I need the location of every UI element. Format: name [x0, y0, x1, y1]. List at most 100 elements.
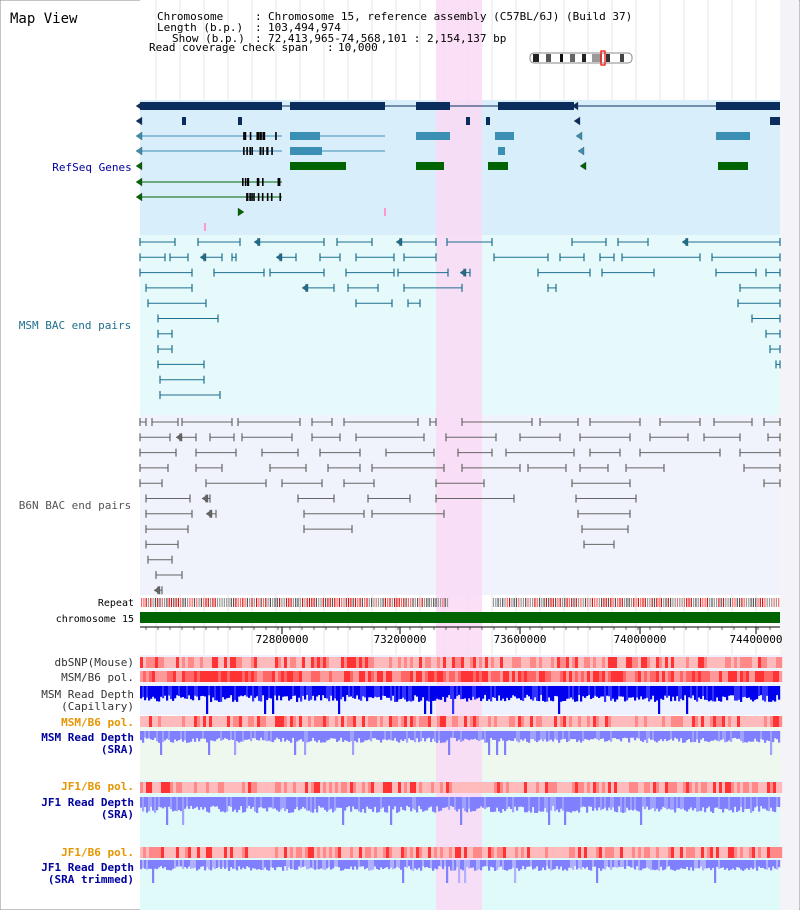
polymorphism-bin	[749, 782, 753, 793]
read-depth-bin	[740, 686, 743, 702]
read-depth-bin	[652, 797, 655, 809]
polymorphism-bin	[566, 782, 570, 793]
read-depth-bin	[612, 686, 615, 699]
read-depth-bin	[706, 860, 709, 869]
polymorphism-bin	[281, 671, 285, 682]
polymorphism-bin	[608, 671, 612, 682]
read-depth-bin	[586, 797, 589, 813]
read-depth-bin	[146, 797, 149, 813]
polymorphism-bin	[560, 657, 564, 668]
polymorphism-bin	[407, 782, 411, 793]
lower-tracks[interactable]: dbSNP(Mouse)MSM/B6 pol.MSM Read Depth(Ca…	[41, 656, 783, 886]
polymorphism-bin	[425, 657, 429, 668]
read-depth-bin	[434, 731, 437, 742]
polymorphism-bin	[536, 657, 540, 668]
polymorphism-bin	[620, 847, 624, 858]
read-depth-bin	[698, 731, 701, 743]
polymorphism-bin	[248, 657, 252, 668]
read-depth-bin	[292, 731, 295, 738]
refseq-exon	[246, 193, 248, 201]
polymorphism-bin	[680, 716, 684, 727]
msm-bac-features[interactable]	[139, 237, 781, 399]
polymorphism-bin	[626, 671, 630, 682]
read-depth-bin	[498, 860, 501, 868]
polymorphism-bin	[776, 716, 780, 727]
polymorphism-bin	[242, 657, 246, 668]
repeat-track[interactable]	[141, 598, 780, 607]
repeat-element	[235, 598, 237, 607]
read-depth-bin	[436, 731, 439, 743]
polymorphism-bin	[614, 847, 618, 858]
read-depth-bin	[712, 797, 715, 813]
read-depth-bin	[582, 860, 585, 868]
polymorphism-bin	[773, 847, 777, 858]
repeat-element	[504, 598, 506, 607]
repeat-element	[520, 598, 522, 607]
polymorphism-bin	[377, 671, 381, 682]
read-depth-bin	[712, 686, 715, 702]
repeat-element	[686, 598, 688, 607]
polymorphism-bin	[428, 716, 432, 727]
svg-text::: :	[255, 10, 262, 23]
chromosome-ideogram[interactable]	[529, 50, 633, 66]
read-depth-bin	[494, 860, 497, 871]
polymorphism-bin	[209, 657, 213, 668]
polymorphism-bin	[578, 671, 582, 682]
polymorphism-bin	[299, 671, 303, 682]
read-depth-bin	[696, 797, 699, 812]
polymorphism-bin	[257, 657, 261, 668]
highlight-region[interactable]	[436, 0, 482, 910]
polymorphism-bin	[485, 782, 489, 793]
b6n-bac-features[interactable]	[139, 418, 781, 595]
read-depth-bin	[222, 860, 225, 867]
length-value: 103,494,974	[268, 21, 341, 34]
read-depth-bin	[474, 797, 477, 812]
read-depth-bin	[422, 797, 425, 812]
polymorphism-bin	[743, 671, 747, 682]
polymorphism-bin	[182, 657, 186, 668]
read-depth-bin	[662, 797, 665, 807]
read-depth-bin	[662, 731, 665, 742]
read-depth-bin	[672, 686, 675, 697]
polymorphism-bin	[731, 671, 735, 682]
read-depth-bin	[214, 797, 217, 807]
polymorphism-bin	[329, 782, 333, 793]
polymorphism-bin	[656, 847, 660, 858]
read-depth-bin	[254, 860, 257, 869]
polymorphism-bin	[368, 716, 372, 727]
polymorphism-bin	[284, 657, 288, 668]
read-depth-bin	[420, 797, 423, 810]
repeat-element	[216, 598, 219, 607]
polymorphism-bin	[215, 847, 219, 858]
read-depth-bin	[186, 860, 189, 869]
polymorphism-bin	[737, 782, 741, 793]
polymorphism-bin	[344, 716, 348, 727]
polymorphism-bin	[167, 847, 171, 858]
polymorphism-bin	[467, 671, 471, 682]
read-depth-bin	[364, 731, 367, 741]
read-depth-bin	[384, 731, 387, 740]
polymorphism-bin	[155, 716, 159, 727]
polymorphism-bin	[332, 847, 336, 858]
polymorphism-bin	[566, 671, 570, 682]
read-depth-bin	[748, 731, 751, 742]
chromosome-bar[interactable]	[140, 612, 780, 623]
repeat-element	[205, 598, 207, 607]
polymorphism-bin	[323, 671, 327, 682]
refseq-features[interactable]	[135, 101, 780, 231]
polymorphism-bin	[716, 847, 720, 858]
polymorphism-bin	[341, 716, 345, 727]
read-depth-bin	[526, 797, 529, 813]
read-depth-bin	[744, 686, 747, 697]
read-depth-bin	[692, 860, 695, 871]
read-depth-bin	[676, 731, 679, 739]
read-depth-bin	[222, 686, 225, 698]
read-depth-bin	[180, 797, 183, 812]
repeat-element	[571, 598, 573, 607]
polymorphism-bin	[551, 657, 555, 668]
refseq-exon	[263, 132, 266, 140]
read-depth-bin	[446, 797, 449, 807]
read-depth-bin	[266, 860, 269, 871]
repeat-element	[619, 598, 621, 607]
